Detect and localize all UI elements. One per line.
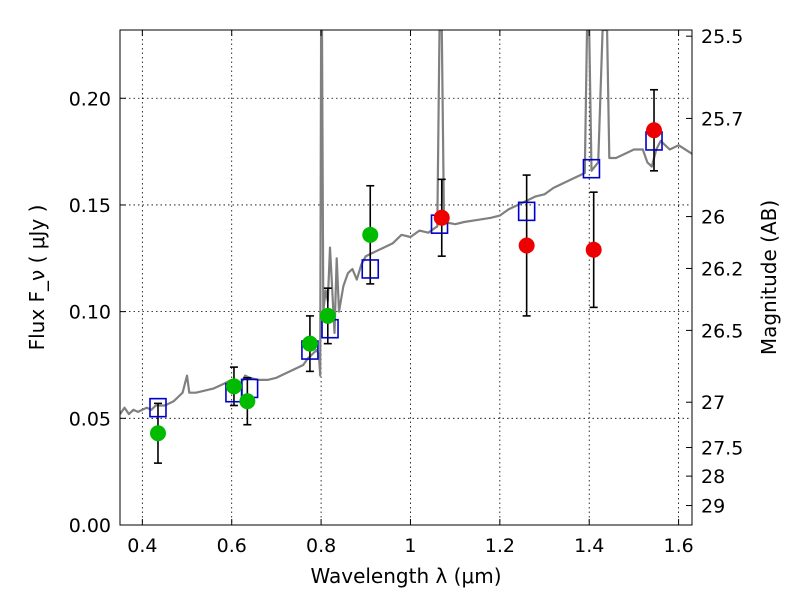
x-tick-label: 1 [404, 535, 416, 557]
y-tick-label: 0.00 [69, 515, 111, 537]
data-point [585, 241, 602, 258]
spectrum [120, 30, 692, 416]
model-square [361, 259, 380, 279]
right-tick-label: 26.2 [701, 258, 743, 280]
data-point [225, 378, 242, 395]
data-point [433, 209, 450, 226]
y-axis-label: Flux F_ν ( μJy ) [25, 205, 49, 351]
right-tick-label: 27 [701, 392, 725, 414]
data-point [319, 307, 336, 324]
x-tick-label: 1.2 [485, 535, 515, 557]
right-tick-label: 27.5 [701, 438, 743, 460]
axis-ticks: 0.4 0.6 0.8 1 1.2 1.4 1.6 0.00 0.05 0.10 0.15 0.20 2… [69, 26, 744, 557]
data-point [301, 335, 318, 352]
model-square [517, 201, 536, 222]
data-points [149, 122, 663, 442]
data-point [239, 393, 256, 410]
x-tick-label: 0.4 [127, 535, 157, 557]
y-tick-label: 0.20 [69, 88, 111, 110]
y-tick-label: 0.05 [69, 408, 111, 430]
right-tick-label: 26 [701, 207, 725, 229]
data-point [646, 122, 663, 139]
spectrum-line [120, 30, 692, 416]
model-square [582, 158, 601, 179]
x-tick-label: 0.6 [217, 535, 247, 557]
x-tick-label: 1.6 [663, 535, 693, 557]
error-bars [153, 88, 659, 464]
right-tick-label: 25.5 [701, 26, 743, 48]
data-point [149, 425, 166, 442]
right-tick-label: 26.5 [701, 320, 743, 342]
y-tick-label: 0.10 [69, 302, 111, 324]
plot-frame [119, 29, 693, 526]
model-squares [149, 131, 663, 418]
right-tick-label: 25.7 [701, 108, 743, 130]
data-point [518, 237, 535, 254]
grid [120, 30, 692, 526]
right-axis-label: Magnitude (AB) [757, 200, 781, 355]
data-point [362, 226, 379, 243]
model-square [149, 397, 167, 418]
x-tick-label: 0.8 [306, 535, 336, 557]
x-axis-label: Wavelength λ (μm) [310, 564, 501, 588]
right-tick-label: 28 [701, 466, 725, 488]
y-tick-label: 0.15 [69, 195, 111, 217]
right-tick-label: 29 [701, 496, 725, 518]
x-tick-label: 1.4 [574, 535, 604, 557]
